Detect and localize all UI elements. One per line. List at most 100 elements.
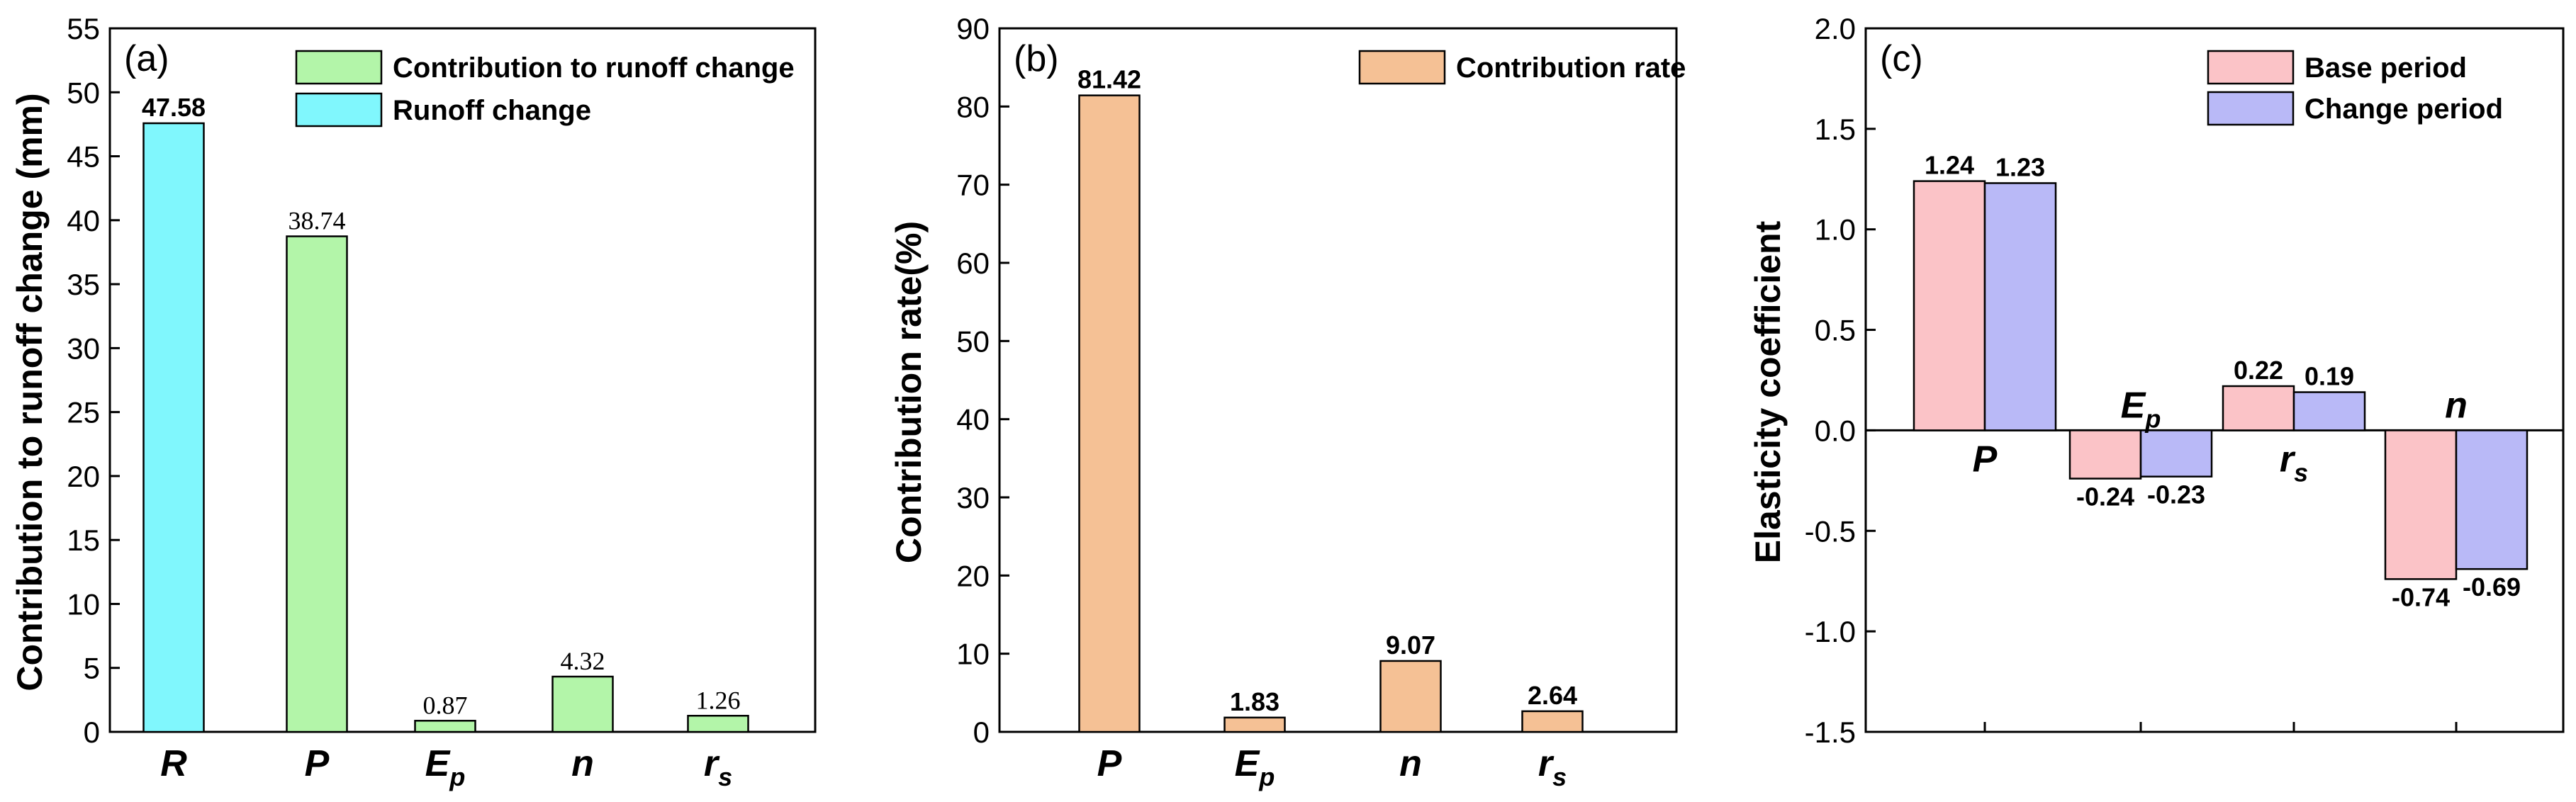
y-tick-label: 35 [67,268,100,301]
y-tick-label: 0 [973,716,990,749]
data-label: 4.32 [561,647,605,675]
category-label: n [2445,385,2468,426]
data-label: 1.23 [1995,152,2045,181]
panel-label: (a) [124,38,169,79]
data-label: 0.19 [2305,362,2354,391]
chart-panel-2: 0 10 20 30 40 50 60 70 80 90 Contribution rate(%) (… [889,12,1686,791]
data-label: -0.74 [2392,582,2450,611]
y-tick-label: 50 [956,324,990,358]
y-axis-label: Contribution to runoff change (mm) [10,93,50,691]
y-tick-label: 25 [67,396,100,429]
category-label: Ep [1235,743,1275,791]
category-label: P [1097,743,1122,784]
data-label: 1.24 [1925,151,1974,180]
bar [1078,94,1141,733]
y-tick-label: 15 [67,524,100,557]
y-tick-label: 30 [67,332,100,365]
bar [1223,716,1286,733]
data-label: 0.22 [2234,356,2283,385]
y-tick-label: 0.5 [1815,314,1856,347]
data-label: 0.87 [423,691,468,719]
bar [1913,180,1986,431]
bar [2455,429,2529,570]
category-subscript: p [449,762,465,791]
y-tick-label: 50 [67,76,100,109]
legend-swatch [2207,50,2295,85]
category-label: n [1399,743,1422,784]
y-tick-label: 90 [956,12,990,45]
bar [286,235,348,733]
category-subscript: s [1552,762,1567,791]
legend-swatch [295,50,383,85]
y-tick-label: 0.0 [1815,414,1856,447]
y-tick-label: 1.0 [1815,213,1856,247]
legend-label: Base period [2305,52,2467,84]
data-label: 1.83 [1230,687,1279,716]
y-tick-label: 10 [956,638,990,671]
data-label: -0.23 [2147,480,2205,509]
data-label: 81.42 [1077,65,1141,94]
data-label: 9.07 [1386,631,1435,660]
legend-swatch [2207,91,2295,126]
y-tick-label: 40 [956,403,990,436]
bar [414,720,476,733]
bar [2292,391,2366,431]
chart-panel-3: -1.5 -1.0 -0.5 0.0 0.5 1.0 1.5 2.0 Elasticity co… [1748,12,2565,749]
legend-swatch [295,92,383,128]
category-subscript: s [2294,458,2308,487]
category-label: Ep [2121,385,2161,433]
y-tick-label: 10 [67,587,100,621]
y-axis-label: Elasticity coefficient [1748,220,1788,563]
y-tick-label: 20 [956,559,990,592]
legend-swatch [1358,50,1446,85]
bar [2384,429,2458,580]
plot-frame [108,27,817,733]
y-tick-label: 45 [67,140,100,174]
bar [687,715,749,733]
bar [2139,429,2213,478]
data-label: -0.24 [2076,482,2134,512]
panel-label: (c) [1880,38,1923,79]
y-tick-label: 20 [67,460,100,493]
y-tick-label: 1.5 [1815,113,1856,146]
y-tick-label: 30 [956,481,990,514]
bar [2068,429,2142,480]
category-subscript: p [2144,404,2161,433]
category-subscript: s [718,762,732,791]
panel-label: (b) [1014,38,1059,79]
bar [551,675,614,733]
y-tick-label: 80 [956,90,990,123]
data-label: 38.74 [289,207,346,235]
y-tick-label: 55 [67,12,100,45]
bar [1379,660,1442,733]
y-tick-label: 70 [956,169,990,202]
y-tick-label: -1.5 [1805,716,1856,749]
y-axis-label: Contribution rate(%) [889,221,929,563]
data-label: -0.69 [2463,572,2521,602]
category-subscript: p [1258,762,1275,791]
y-tick-label: 5 [84,652,100,685]
legend-label: Contribution rate [1456,52,1686,84]
bar [2222,385,2295,431]
category-label: P [1973,439,1998,480]
category-label: P [305,743,330,784]
y-tick-label: 60 [956,247,990,280]
category-label: rs [1538,743,1567,791]
y-tick-label: -0.5 [1805,514,1856,548]
y-tick-label: 2.0 [1815,12,1856,45]
bar [1521,710,1584,733]
chart-panel-1: 0 5 10 15 20 25 30 35 40 45 50 55 Contribution to ru… [10,12,817,791]
data-label: 1.26 [696,686,741,714]
legend-label: Contribution to runoff change [393,52,795,84]
bar [1983,182,2057,431]
category-label: Ep [425,743,466,791]
data-label: 2.64 [1528,681,1577,710]
bar [142,122,205,733]
y-tick-label: -1.0 [1805,615,1856,648]
legend-label: Runoff change [393,95,591,126]
category-label: rs [704,743,732,791]
category-label: rs [2280,439,2308,487]
y-tick-label: 0 [84,716,100,749]
legend-label: Change period [2305,94,2503,125]
